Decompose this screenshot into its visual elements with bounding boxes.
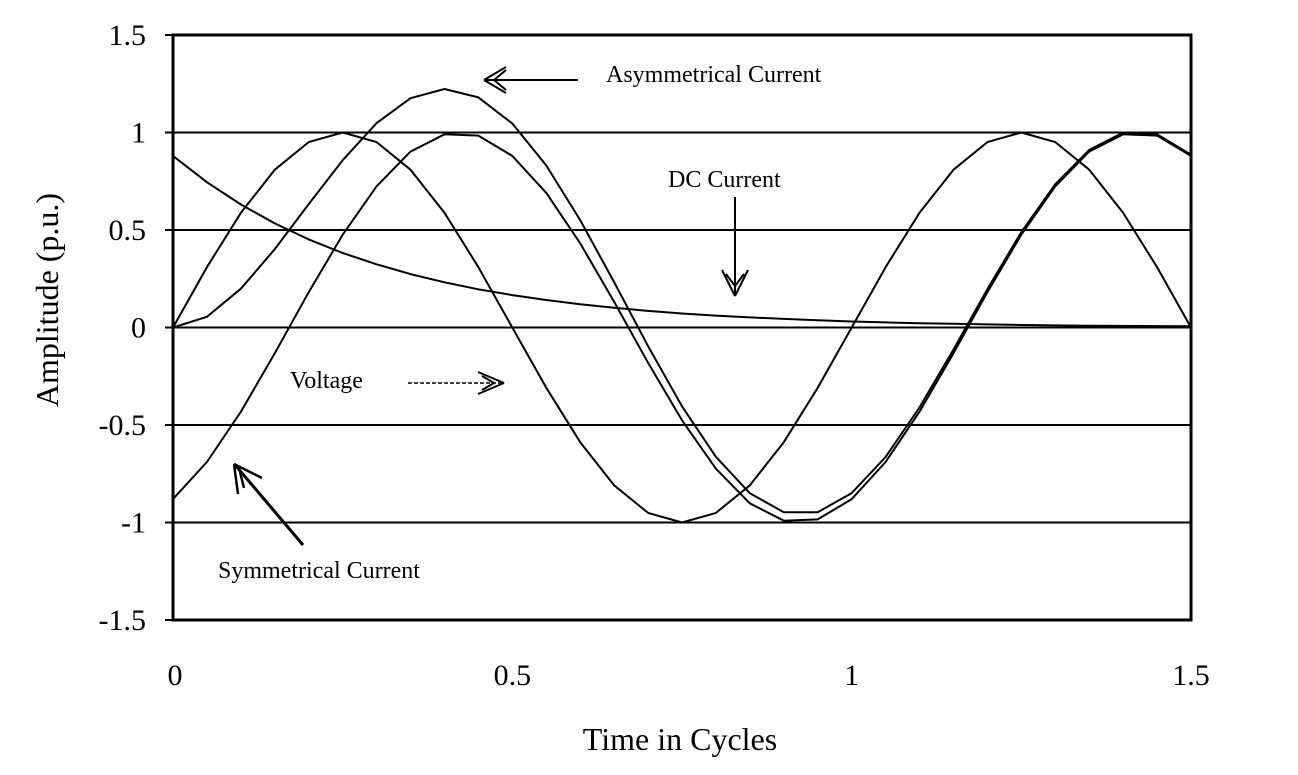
x-tick-labels: 0 0.5 1 1.5 xyxy=(168,659,1210,692)
x-tick-label: 1 xyxy=(844,659,859,692)
series-voltage xyxy=(172,131,1192,524)
x-tick-label: 0 xyxy=(168,659,183,692)
annotation-label: Symmetrical Current xyxy=(218,558,420,584)
y-tick-label: 1.5 xyxy=(109,19,147,52)
gridlines xyxy=(165,34,1191,621)
arrowhead-icon xyxy=(232,462,263,495)
annotation-asymmetrical-current: Asymmetrical Current xyxy=(483,62,822,94)
y-axis-title: Amplitude (p.u.) xyxy=(29,193,65,407)
arrowhead-icon xyxy=(721,269,749,297)
annotation-label: Asymmetrical Current xyxy=(606,62,822,88)
y-tick-label: 0 xyxy=(131,312,146,345)
arrowhead-icon xyxy=(477,371,505,395)
series-asymmetrical-current xyxy=(172,88,1192,514)
annotation-symmetrical-current: Symmetrical Current xyxy=(218,462,420,584)
plot-frame xyxy=(171,33,1193,622)
y-tick-label: -0.5 xyxy=(99,409,147,442)
y-tick-label: 1 xyxy=(131,117,146,150)
y-tick-label: -1.5 xyxy=(99,604,147,637)
annotation-label: DC Current xyxy=(668,167,781,193)
x-axis-title: Time in Cycles xyxy=(583,721,777,757)
series-symmetrical-current xyxy=(172,133,1192,522)
series-dc-current xyxy=(172,155,1192,328)
x-tick-label: 1.5 xyxy=(1172,659,1210,692)
annotation-voltage: Voltage xyxy=(290,368,505,395)
y-tick-label: -1 xyxy=(121,507,146,540)
arrow-up-left-icon xyxy=(234,465,305,546)
series-lines xyxy=(172,88,1192,524)
annotation-label: Voltage xyxy=(290,368,363,394)
y-tick-labels: 1.5 1 0.5 0 -0.5 -1 -1.5 xyxy=(99,19,147,637)
annotation-dc-current: DC Current xyxy=(668,167,781,297)
y-tick-label: 0.5 xyxy=(109,214,147,247)
x-tick-label: 0.5 xyxy=(494,659,532,692)
arrowhead-icon xyxy=(483,66,507,94)
